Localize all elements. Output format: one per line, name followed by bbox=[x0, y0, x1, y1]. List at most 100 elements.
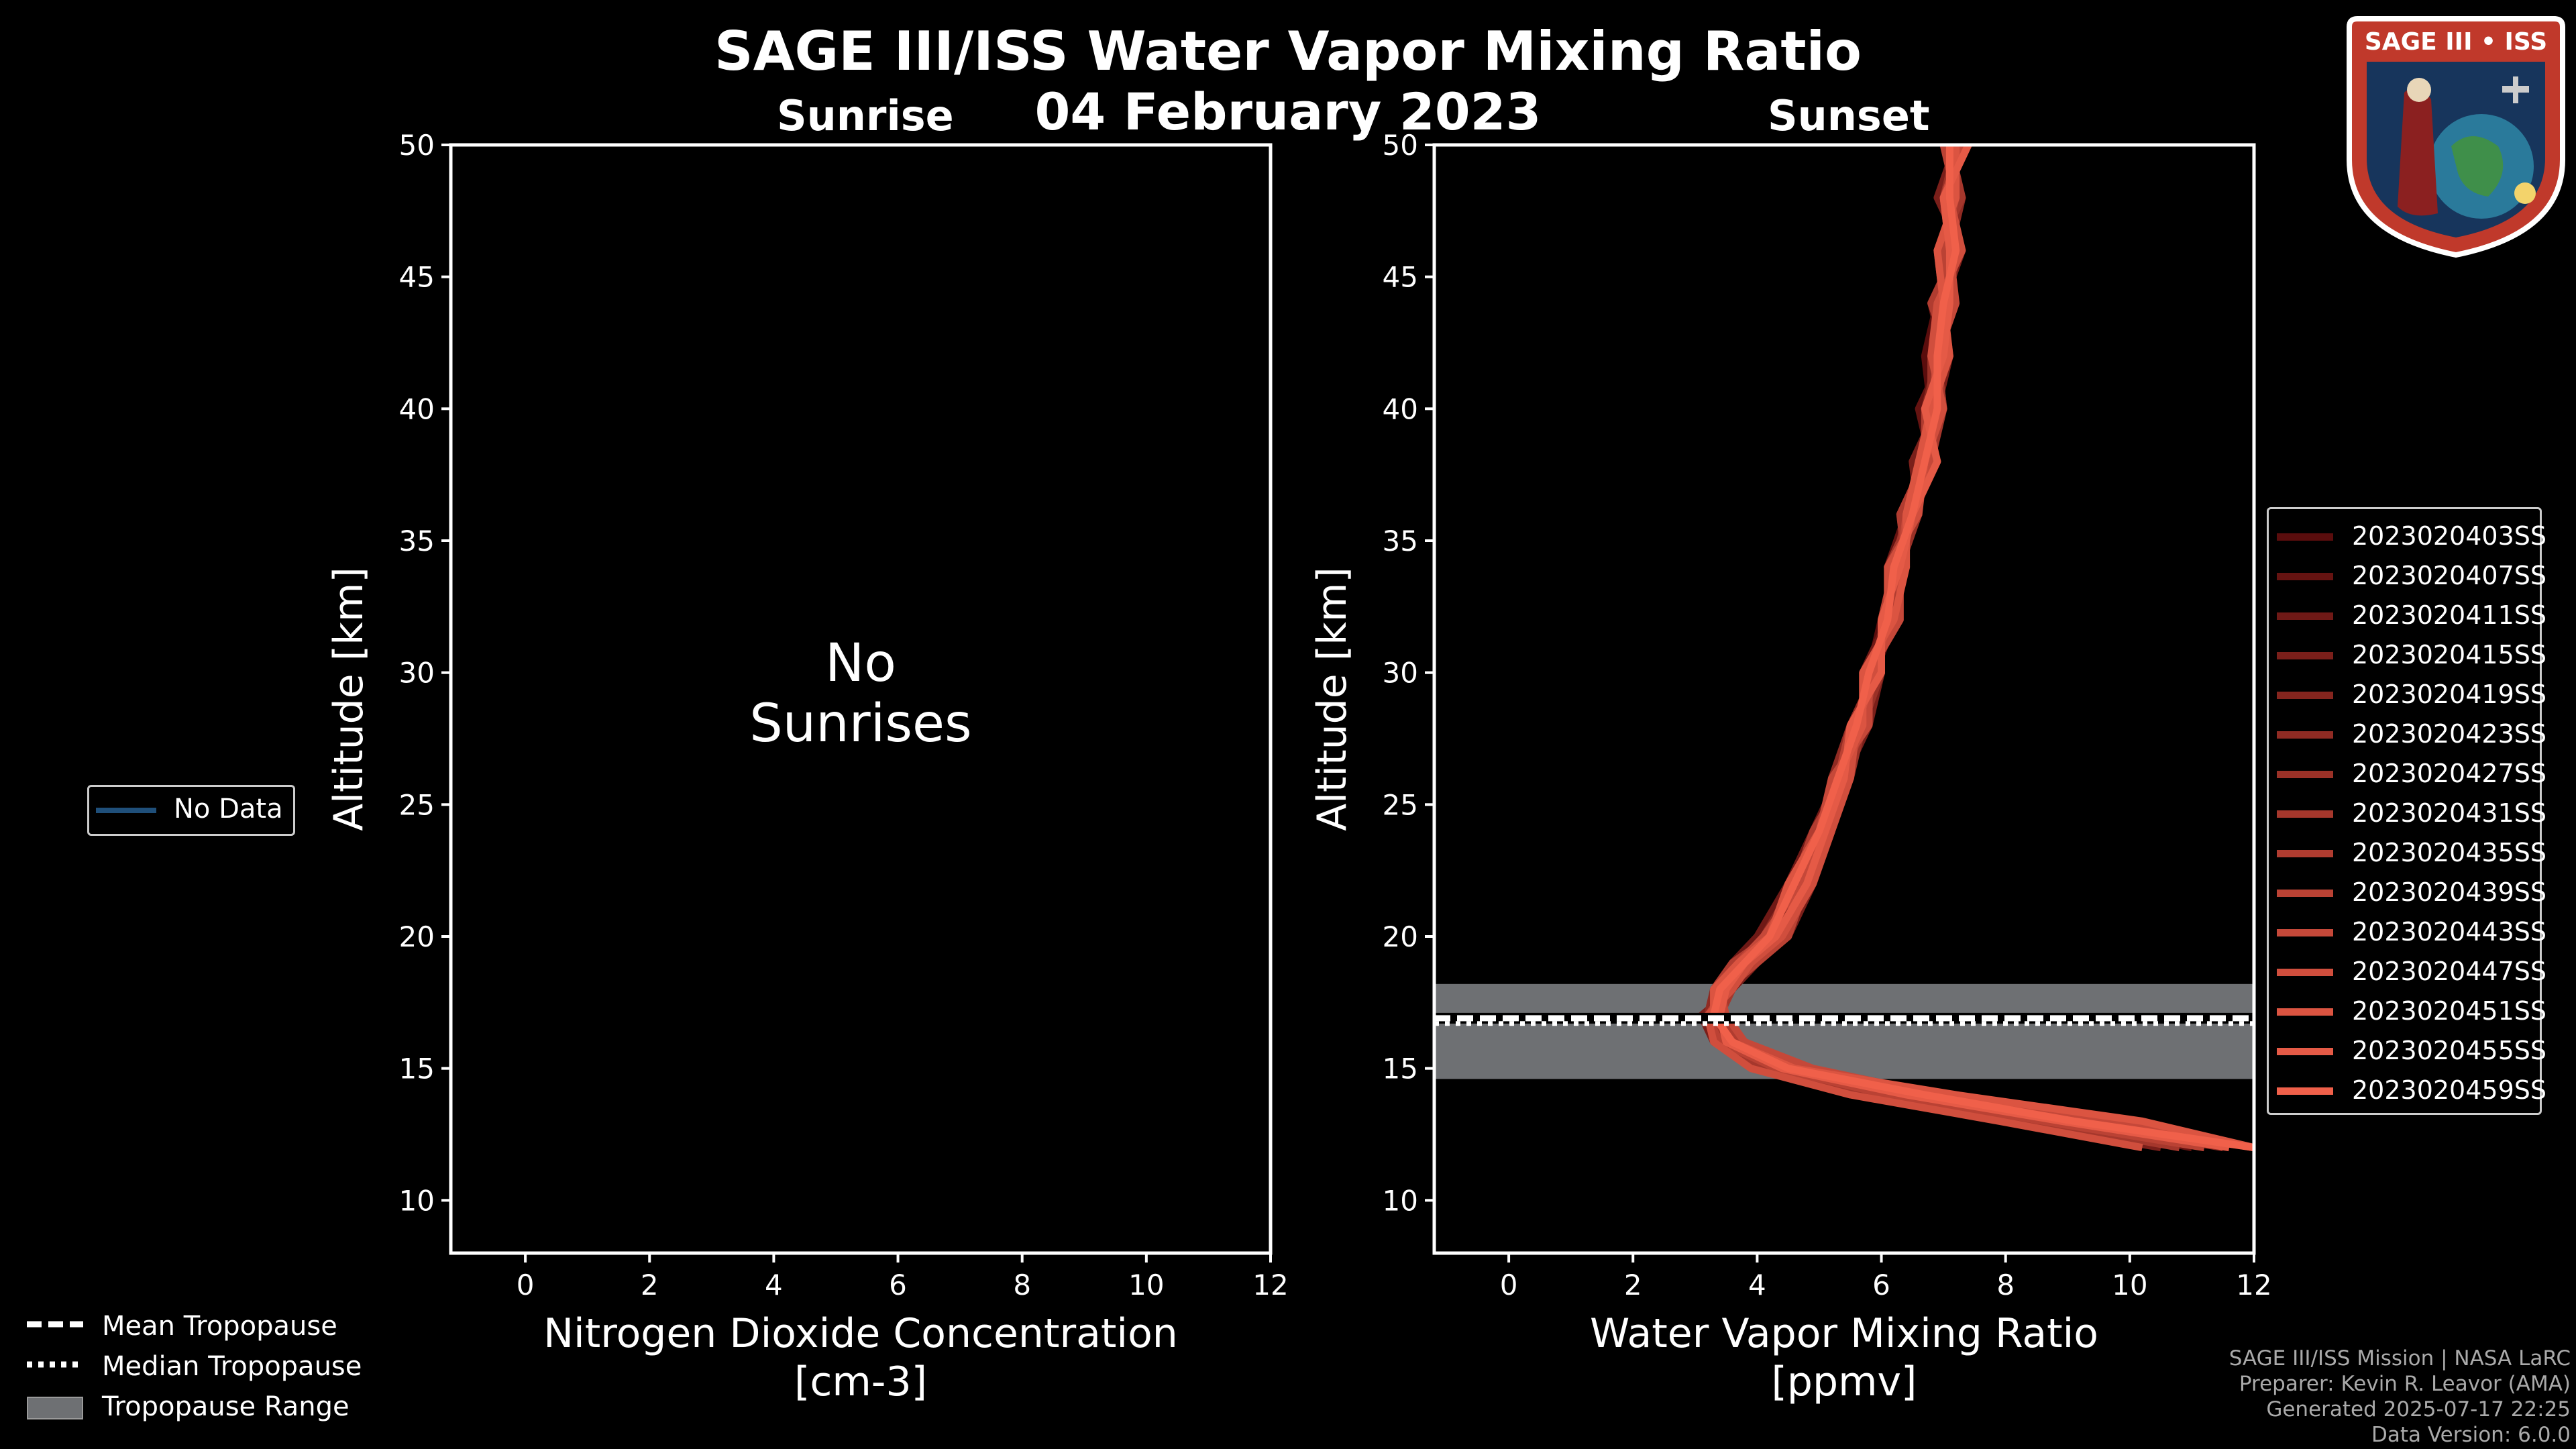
no-data-legend: No Data bbox=[87, 785, 295, 836]
legend-item: 2023020451SS bbox=[2269, 995, 2546, 1028]
y-tick-label: 15 bbox=[399, 1053, 435, 1085]
x-tick-label: 0 bbox=[517, 1269, 535, 1301]
footer-version: Data Version: 6.0.0 bbox=[2371, 1423, 2571, 1447]
legend-swatch bbox=[2277, 533, 2333, 541]
chart-title: SAGE III/ISS Water Vapor Mixing Ratio bbox=[714, 20, 1862, 83]
y-tick-label: 25 bbox=[399, 788, 435, 821]
y-tick-label: 35 bbox=[1383, 525, 1418, 557]
legend-swatch bbox=[2277, 573, 2333, 580]
tropopause-range-band bbox=[1434, 983, 2254, 1079]
y-tick-label: 20 bbox=[1383, 920, 1418, 953]
legend-swatch bbox=[2277, 1008, 2333, 1016]
x-tick-label: 4 bbox=[765, 1269, 783, 1301]
tropopause-legend: Mean Tropopause Median Tropopause Tropop… bbox=[24, 1308, 400, 1429]
x-tick-label: 6 bbox=[889, 1269, 907, 1301]
no-sunrises-line1: No bbox=[825, 633, 896, 694]
legend-label: 2023020423SS bbox=[2352, 719, 2547, 749]
legend-swatch bbox=[2277, 969, 2333, 976]
series-legend: 2023020403SS 2023020407SS 2023020411SS 2023… bbox=[2267, 507, 2546, 1115]
plot-frame bbox=[449, 143, 1273, 1255]
x-tick-label: 8 bbox=[1996, 1269, 2015, 1301]
x-tick-label: 8 bbox=[1013, 1269, 1031, 1301]
x-tick-label: 0 bbox=[1500, 1269, 1518, 1301]
legend-swatch bbox=[2277, 929, 2333, 936]
y-tick-label: 30 bbox=[1383, 657, 1418, 690]
legend-item: 2023020459SS bbox=[2269, 1074, 2546, 1108]
no-sunrises-line2: Sunrises bbox=[749, 694, 971, 754]
y-tick-label: 30 bbox=[399, 657, 435, 690]
y-tick-label: 20 bbox=[399, 920, 435, 953]
tropopause-range-swatch bbox=[27, 1397, 83, 1419]
x-tick-label: 4 bbox=[1748, 1269, 1766, 1301]
x-tick-label: 12 bbox=[2236, 1269, 2271, 1301]
legend-item: 2023020411SS bbox=[2269, 599, 2546, 633]
x-axis-label: Water Vapor Mixing Ratio bbox=[1590, 1310, 2098, 1357]
legend-item: 2023020407SS bbox=[2269, 559, 2546, 593]
y-tick-label: 15 bbox=[1383, 1053, 1418, 1085]
legend-item: 2023020431SS bbox=[2269, 797, 2546, 830]
sunrise-subtitle: Sunrise bbox=[777, 91, 954, 140]
legend-swatch bbox=[2277, 771, 2333, 778]
legend-label: 2023020447SS bbox=[2352, 957, 2547, 986]
series-line-2023020459SS bbox=[1710, 145, 2254, 1152]
legend-item: 2023020435SS bbox=[2269, 837, 2546, 870]
legend-label: 2023020443SS bbox=[2352, 917, 2547, 947]
x-tick-label: 10 bbox=[1128, 1269, 1164, 1301]
footer: SAGE III/ISS Mission | NASA LaRC Prepare… bbox=[2229, 1346, 2571, 1448]
legend-item: 2023020447SS bbox=[2269, 955, 2546, 989]
x-tick-label: 2 bbox=[1624, 1269, 1642, 1301]
y-tick-label: 35 bbox=[399, 525, 435, 557]
legend-item: 2023020403SS bbox=[2269, 520, 2546, 553]
no-data-label: No Data bbox=[174, 794, 283, 824]
median-tropopause-label: Median Tropopause bbox=[102, 1351, 362, 1382]
sage-logo-icon: SAGE III • ISS bbox=[2347, 16, 2565, 258]
legend-item: 2023020423SS bbox=[2269, 718, 2546, 751]
legend-swatch bbox=[2277, 850, 2333, 857]
legend-swatch bbox=[2277, 810, 2333, 818]
x-tick-label: 10 bbox=[2112, 1269, 2147, 1301]
legend-label: 2023020415SS bbox=[2352, 640, 2547, 669]
legend-label: 2023020455SS bbox=[2352, 1036, 2547, 1065]
y-tick-label: 10 bbox=[399, 1184, 435, 1217]
y-tick-label: 50 bbox=[399, 129, 435, 162]
legend-item: 2023020427SS bbox=[2269, 757, 2546, 791]
y-tick-label: 40 bbox=[399, 392, 435, 425]
legend-swatch bbox=[2277, 692, 2333, 699]
legend-item: 2023020443SS bbox=[2269, 916, 2546, 949]
legend-item: 2023020415SS bbox=[2269, 639, 2546, 672]
x-tick-label: 12 bbox=[1252, 1269, 1288, 1301]
y-tick-label: 40 bbox=[1383, 392, 1418, 425]
legend-label: 2023020403SS bbox=[2352, 521, 2547, 551]
legend-swatch bbox=[2277, 1048, 2333, 1055]
y-axis-label: Altitude [km] bbox=[325, 567, 372, 831]
no-data-line-icon bbox=[96, 808, 156, 813]
median-tropopause-line-icon bbox=[27, 1361, 83, 1368]
footer-generated: Generated 2025-07-17 22:25 bbox=[2266, 1397, 2571, 1421]
y-tick-label: 10 bbox=[1383, 1184, 1418, 1217]
mean-tropopause-label: Mean Tropopause bbox=[102, 1311, 337, 1342]
mean-tropopause-line-icon bbox=[27, 1321, 83, 1328]
y-tick-label: 45 bbox=[399, 261, 435, 294]
legend-label: 2023020451SS bbox=[2352, 996, 2547, 1026]
legend-swatch bbox=[2277, 890, 2333, 897]
legend-item: 2023020419SS bbox=[2269, 678, 2546, 712]
legend-label: 2023020407SS bbox=[2352, 561, 2547, 590]
legend-item: 2023020439SS bbox=[2269, 876, 2546, 910]
plot-area bbox=[451, 145, 1271, 1253]
logo-text: SAGE III • ISS bbox=[2365, 28, 2547, 56]
footer-preparer: Preparer: Kevin R. Leavor (AMA) bbox=[2239, 1372, 2571, 1396]
legend-label: 2023020439SS bbox=[2352, 877, 2547, 907]
legend-item: 2023020455SS bbox=[2269, 1034, 2546, 1068]
legend-label: 2023020459SS bbox=[2352, 1075, 2547, 1105]
x-tick-label: 6 bbox=[1872, 1269, 1890, 1301]
chart-date: 04 February 2023 bbox=[1034, 82, 1542, 142]
tropopause-range-label: Tropopause Range bbox=[102, 1391, 350, 1422]
legend-label: 2023020427SS bbox=[2352, 759, 2547, 788]
legend-label: 2023020431SS bbox=[2352, 798, 2547, 828]
sunrise-panel: 0 2 4 6 8 10 12 10 15 20 25 30 35 40 45 50 Nitrogen Diox… bbox=[325, 129, 1289, 1405]
legend-swatch bbox=[2277, 731, 2333, 739]
x-tick-label: 2 bbox=[641, 1269, 659, 1301]
legend-label: 2023020411SS bbox=[2352, 600, 2547, 630]
x-axis-units: [ppmv] bbox=[1772, 1358, 1917, 1405]
